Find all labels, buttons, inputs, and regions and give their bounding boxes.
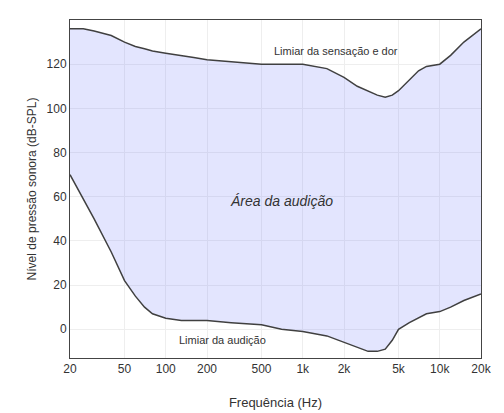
- svg-text:500: 500: [252, 362, 272, 376]
- svg-text:1k: 1k: [296, 362, 310, 376]
- svg-text:50: 50: [118, 362, 132, 376]
- svg-text:120: 120: [47, 57, 67, 71]
- svg-text:10k: 10k: [430, 362, 450, 376]
- svg-text:20: 20: [63, 362, 77, 376]
- svg-text:Nível de pressão sonora (dB-SP: Nível de pressão sonora (dB-SPL): [25, 98, 39, 281]
- svg-text:5k: 5k: [392, 362, 406, 376]
- svg-text:Limiar da audição: Limiar da audição: [179, 334, 266, 346]
- svg-text:200: 200: [197, 362, 217, 376]
- svg-text:60: 60: [53, 190, 67, 204]
- svg-text:Área da audição: Área da audição: [230, 193, 333, 209]
- svg-text:40: 40: [53, 234, 67, 248]
- svg-text:20k: 20k: [471, 362, 491, 376]
- svg-text:100: 100: [47, 102, 67, 116]
- svg-text:Limiar da sensação e dor: Limiar da sensação e dor: [274, 45, 398, 57]
- svg-text:2k: 2k: [338, 362, 352, 376]
- svg-text:Frequência (Hz): Frequência (Hz): [229, 395, 322, 410]
- svg-text:20: 20: [53, 278, 67, 292]
- svg-text:80: 80: [53, 146, 67, 160]
- svg-text:0: 0: [60, 322, 67, 336]
- svg-text:100: 100: [156, 362, 176, 376]
